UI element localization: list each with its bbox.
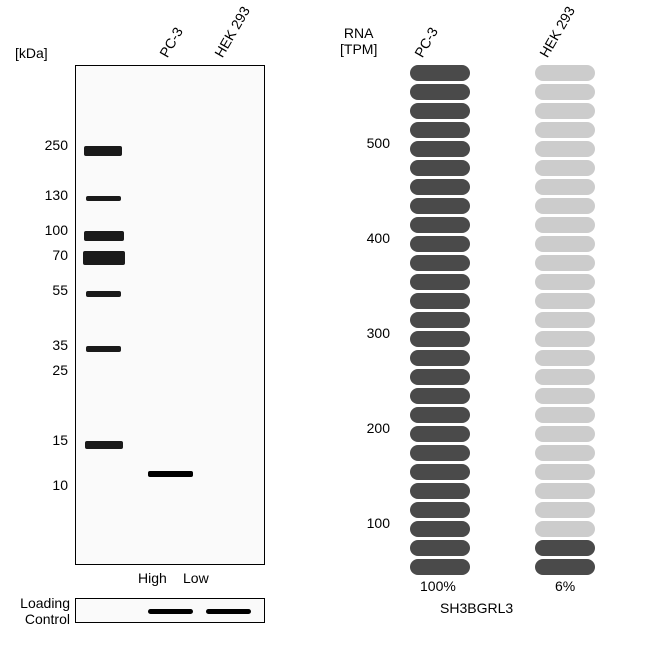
target-band <box>148 471 193 477</box>
rna-segment <box>535 464 595 480</box>
rna-segment <box>535 141 595 157</box>
mw-marker-55: 55 <box>18 282 68 298</box>
western-blot-panel: [kDa] PC-3 HEK 293 250 130 100 70 55 35 25 15 10… <box>0 0 320 669</box>
rna-segment <box>535 331 595 347</box>
mw-marker-35: 35 <box>18 337 68 353</box>
rna-segment <box>410 160 470 176</box>
rna-segment <box>535 502 595 518</box>
rna-tick-300: 300 <box>355 325 390 341</box>
rna-tick-400: 400 <box>355 230 390 246</box>
mw-marker-100: 100 <box>18 222 68 238</box>
ladder-band <box>84 231 124 241</box>
rna-segment <box>410 483 470 499</box>
rna-segment <box>410 236 470 252</box>
rna-segment <box>535 369 595 385</box>
rna-lane-labels: PC-3 HEK 293 <box>320 5 650 65</box>
rna-segment <box>410 426 470 442</box>
rna-segment <box>535 103 595 119</box>
mw-marker-15: 15 <box>18 432 68 448</box>
rna-segment <box>535 65 595 81</box>
percent-hek293: 6% <box>555 578 575 594</box>
rna-segment <box>535 540 595 556</box>
rna-segment <box>410 388 470 404</box>
blot-membrane <box>75 65 265 565</box>
rna-lane-label-pc3: PC-3 <box>411 24 441 60</box>
rna-expression-panel: RNA [TPM] PC-3 HEK 293 500400300200100 1… <box>320 0 650 669</box>
rna-segment <box>410 255 470 271</box>
rna-segment <box>410 65 470 81</box>
rna-segment <box>535 350 595 366</box>
rna-segment <box>410 84 470 100</box>
rna-segment <box>535 388 595 404</box>
rna-segment <box>535 559 595 575</box>
wb-lane-label-hek293: HEK 293 <box>211 3 253 60</box>
rna-segment <box>410 407 470 423</box>
rna-segment <box>410 217 470 233</box>
rna-segment <box>410 312 470 328</box>
rna-segment <box>535 179 595 195</box>
ladder-band <box>86 291 121 297</box>
rna-segment <box>535 445 595 461</box>
rna-tick-100: 100 <box>355 515 390 531</box>
percent-pc3: 100% <box>420 578 456 594</box>
rna-segment <box>410 293 470 309</box>
mw-marker-25: 25 <box>18 362 68 378</box>
rna-lane-label-hek293: HEK 293 <box>536 3 578 60</box>
high-label: High <box>138 570 167 586</box>
rna-segment <box>535 407 595 423</box>
ladder-band <box>86 196 121 201</box>
loading-control-band <box>206 609 251 614</box>
ladder-band <box>86 346 121 352</box>
rna-segment <box>410 350 470 366</box>
figure-container: [kDa] PC-3 HEK 293 250 130 100 70 55 35 25 15 10… <box>0 0 650 669</box>
rna-column-hek-293 <box>535 65 595 575</box>
rna-segment <box>410 274 470 290</box>
wb-lane-label-pc3: PC-3 <box>156 24 186 60</box>
rna-tick-200: 200 <box>355 420 390 436</box>
rna-segment <box>535 84 595 100</box>
loading-control-band <box>148 609 193 614</box>
rna-segment <box>410 464 470 480</box>
rna-segment <box>410 502 470 518</box>
wb-lane-labels: PC-3 HEK 293 <box>75 5 265 65</box>
mw-marker-10: 10 <box>18 477 68 493</box>
rna-segment <box>535 426 595 442</box>
rna-segment <box>410 179 470 195</box>
mw-marker-70: 70 <box>18 247 68 263</box>
rna-segment <box>535 274 595 290</box>
mw-marker-130: 130 <box>18 187 68 203</box>
loading-control-label: Loading Control <box>5 595 70 627</box>
ladder-band <box>85 441 123 449</box>
rna-segment <box>535 293 595 309</box>
mw-marker-250: 250 <box>18 137 68 153</box>
rna-segment <box>410 122 470 138</box>
loading-control-membrane <box>75 598 265 623</box>
low-label: Low <box>183 570 209 586</box>
rna-segment <box>410 369 470 385</box>
rna-segment <box>535 236 595 252</box>
rna-segment <box>410 331 470 347</box>
ladder-band <box>83 251 125 265</box>
rna-segment <box>535 198 595 214</box>
rna-column-pc-3 <box>410 65 470 575</box>
rna-segment <box>410 445 470 461</box>
rna-segment <box>410 521 470 537</box>
rna-segment <box>410 103 470 119</box>
rna-segment <box>410 540 470 556</box>
rna-tick-500: 500 <box>355 135 390 151</box>
rna-segment <box>410 141 470 157</box>
kda-axis-label: [kDa] <box>15 45 48 61</box>
rna-segment <box>535 122 595 138</box>
rna-segment <box>535 312 595 328</box>
rna-segment <box>535 521 595 537</box>
rna-segment <box>410 198 470 214</box>
rna-segment <box>535 160 595 176</box>
ladder-band <box>84 146 122 156</box>
rna-segment <box>535 255 595 271</box>
rna-segment <box>535 483 595 499</box>
gene-name-label: SH3BGRL3 <box>440 600 513 616</box>
rna-segment <box>535 217 595 233</box>
rna-segment <box>410 559 470 575</box>
